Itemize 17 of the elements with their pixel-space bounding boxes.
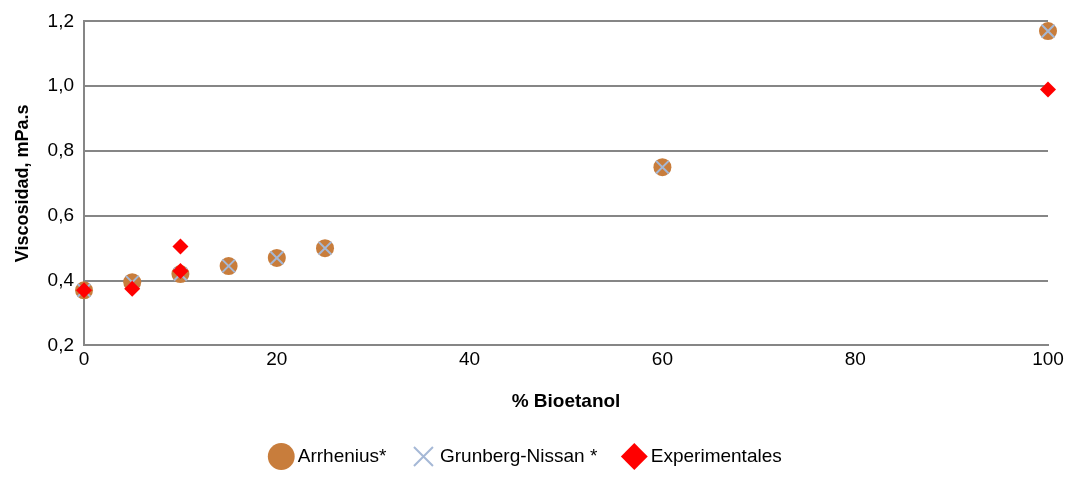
x-axis-title: % Bioetanol <box>511 389 621 411</box>
x-tick-label: 40 <box>459 348 481 370</box>
x-tick-label: 60 <box>651 348 673 370</box>
legend-label: Grunberg-Nissan * <box>439 444 598 466</box>
y-tick-label: 0,6 <box>47 204 75 226</box>
x-tick-label: 80 <box>844 348 866 370</box>
y-tick-label: 1,0 <box>47 74 75 96</box>
y-tick-label: 0,8 <box>47 139 75 161</box>
legend-label: Arrhenius* <box>297 444 388 466</box>
y-axis-title: Viscosidad, mPa.s <box>11 104 32 263</box>
x-tick-label: 0 <box>78 348 90 370</box>
y-tick-label: 0,2 <box>47 333 75 355</box>
x-tick-label: 100 <box>1032 348 1064 370</box>
y-tick-label: 1,2 <box>47 9 75 31</box>
y-tick-label: 0,4 <box>47 268 75 290</box>
x-tick-label: 20 <box>266 348 288 370</box>
legend-label: Experimentales <box>650 444 782 466</box>
